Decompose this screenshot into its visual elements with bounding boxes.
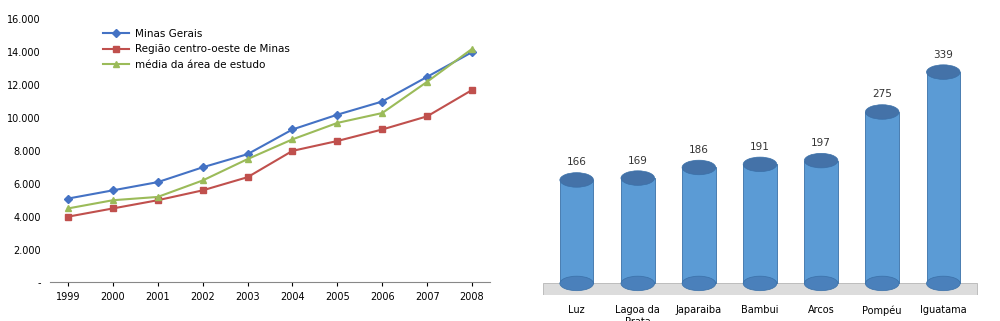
média da área de estudo <box>466 47 478 51</box>
Minas Gerais <box>107 188 119 192</box>
Minas Gerais <box>152 180 164 184</box>
Minas Gerais <box>331 113 343 117</box>
Bar <box>560 180 593 283</box>
Ellipse shape <box>804 153 838 168</box>
Bar <box>682 168 716 283</box>
Região centro-oeste de Minas <box>376 127 388 131</box>
Região centro-oeste de Minas <box>421 114 433 118</box>
média da área de estudo <box>152 195 164 199</box>
Line: Minas Gerais: Minas Gerais <box>65 49 475 201</box>
Text: 191: 191 <box>750 142 770 152</box>
média da área de estudo <box>286 137 298 141</box>
Line: média da área de estudo: média da área de estudo <box>64 45 476 212</box>
Região centro-oeste de Minas <box>107 206 119 210</box>
Ellipse shape <box>743 276 777 291</box>
Ellipse shape <box>927 65 960 79</box>
Região centro-oeste de Minas <box>62 215 74 219</box>
Minas Gerais <box>242 152 254 156</box>
Ellipse shape <box>743 157 777 172</box>
Região centro-oeste de Minas <box>331 139 343 143</box>
Text: 169: 169 <box>628 156 648 166</box>
Minas Gerais <box>466 50 478 54</box>
Região centro-oeste de Minas <box>242 175 254 179</box>
Ellipse shape <box>682 160 716 175</box>
Região centro-oeste de Minas <box>197 188 209 192</box>
média da área de estudo <box>421 80 433 84</box>
Região centro-oeste de Minas <box>152 198 164 202</box>
média da área de estudo <box>242 157 254 161</box>
Bar <box>743 164 777 283</box>
Minas Gerais <box>62 197 74 201</box>
Minas Gerais <box>376 100 388 103</box>
média da área de estudo <box>197 178 209 182</box>
Ellipse shape <box>621 276 655 291</box>
Ellipse shape <box>865 276 899 291</box>
Bar <box>621 178 655 283</box>
média da área de estudo <box>376 111 388 115</box>
Ellipse shape <box>560 276 593 291</box>
Ellipse shape <box>682 276 716 291</box>
Ellipse shape <box>927 276 960 291</box>
Text: 339: 339 <box>933 49 953 60</box>
Minas Gerais <box>286 127 298 131</box>
Text: 275: 275 <box>872 90 892 100</box>
Bar <box>804 160 838 283</box>
Text: 166: 166 <box>567 157 587 167</box>
média da área de estudo <box>62 206 74 210</box>
Bar <box>865 112 899 283</box>
Text: 197: 197 <box>811 138 831 148</box>
Polygon shape <box>543 283 977 295</box>
Ellipse shape <box>865 105 899 119</box>
Minas Gerais <box>197 165 209 169</box>
Minas Gerais <box>421 75 433 79</box>
Região centro-oeste de Minas <box>466 88 478 92</box>
Ellipse shape <box>621 171 655 185</box>
Text: 186: 186 <box>689 145 709 155</box>
Line: Região centro-oeste de Minas: Região centro-oeste de Minas <box>65 87 475 220</box>
Região centro-oeste de Minas <box>286 149 298 153</box>
Legend: Minas Gerais, Região centro-oeste de Minas, média da área de estudo: Minas Gerais, Região centro-oeste de Min… <box>99 24 294 74</box>
Bar <box>927 72 960 283</box>
média da área de estudo <box>107 198 119 202</box>
Ellipse shape <box>804 276 838 291</box>
média da área de estudo <box>331 121 343 125</box>
Ellipse shape <box>560 173 593 187</box>
